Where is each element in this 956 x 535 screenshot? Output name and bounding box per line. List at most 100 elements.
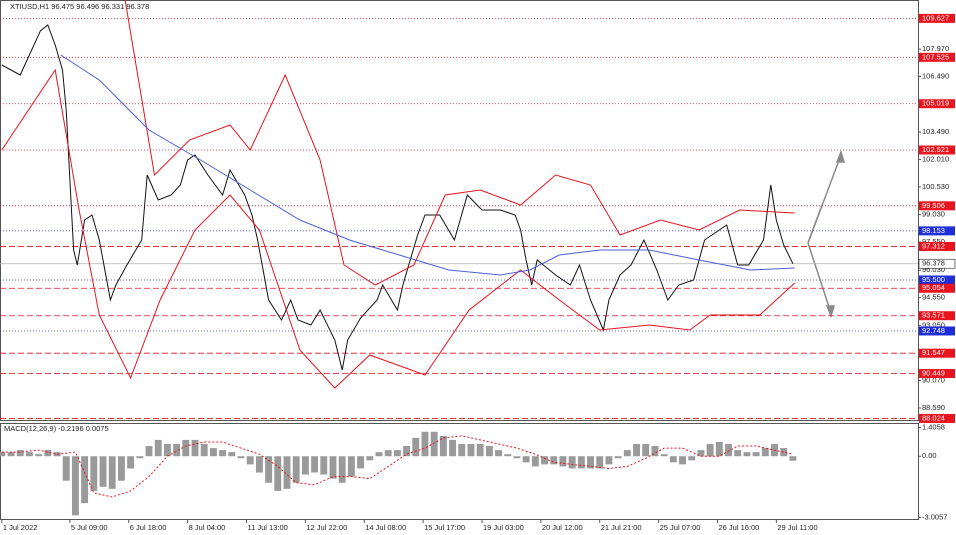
x-tick-label: 8 Jul 04:00 — [189, 523, 226, 532]
x-tick-label: 15 Jul 17:00 — [424, 523, 465, 532]
histogram-bar — [393, 450, 401, 457]
histogram-bar — [127, 456, 135, 469]
macd-title: MACD(12,26,9) -0.2196 0.0075 — [4, 424, 109, 433]
histogram-bar — [81, 456, 89, 504]
y-tick-label: 100.530 — [922, 182, 949, 191]
histogram-bar — [495, 450, 503, 457]
histogram-bar — [62, 456, 70, 481]
y-tick-label: 96.030 — [922, 265, 945, 274]
histogram-bar — [0, 452, 6, 457]
level-tag — [919, 311, 955, 321]
histogram-bar — [715, 441, 723, 457]
level-label: 95.054 — [922, 283, 945, 292]
forecast-arrows — [807, 149, 846, 319]
histogram-bar — [476, 443, 484, 457]
level-label: 91.547 — [922, 348, 945, 357]
histogram-bar — [421, 431, 429, 457]
y-tick-label: 88.590 — [922, 403, 945, 412]
histogram-bar — [780, 448, 788, 457]
x-tick-label: 11 Jul 13:00 — [248, 523, 288, 532]
level-label: 90.449 — [922, 369, 945, 378]
y-tick-label: 1.4058 — [922, 423, 945, 432]
arrow-head — [825, 305, 836, 319]
histogram-bar — [403, 446, 411, 457]
level-tag — [919, 348, 955, 358]
level-tag — [919, 99, 955, 109]
histogram-bar — [559, 456, 567, 467]
histogram-bar — [228, 452, 236, 457]
histogram-bar — [660, 454, 668, 457]
histogram-bar — [577, 456, 585, 469]
level-tag — [919, 201, 955, 211]
x-tick-label: 25 Jul 07:00 — [660, 523, 701, 532]
histogram-bar — [44, 450, 52, 457]
histogram-bar — [485, 446, 493, 457]
histogram-bar — [237, 456, 245, 459]
y-tick-label: 99.030 — [922, 210, 945, 219]
histogram-bar — [789, 456, 797, 461]
histogram-bar — [568, 456, 576, 469]
series-line — [60, 54, 795, 276]
histogram-bar — [706, 443, 714, 457]
histogram-bar — [283, 456, 291, 489]
level-label: 97.312 — [922, 241, 945, 250]
level-tag — [919, 275, 955, 285]
histogram-bar — [449, 439, 457, 457]
histogram-bar — [347, 456, 355, 477]
histogram-bar — [605, 456, 613, 465]
histogram-bar — [614, 456, 622, 459]
level-tag — [919, 145, 955, 155]
histogram-bar — [136, 456, 144, 459]
histogram-bar — [439, 435, 447, 457]
y-tick-label: 90.070 — [922, 376, 945, 385]
histogram-bar — [117, 456, 125, 481]
histogram-bar — [522, 456, 530, 463]
histogram-bar — [163, 443, 171, 457]
last-price-label: 96.378 — [922, 259, 945, 268]
x-tick-label: 20 Jul 12:00 — [542, 523, 583, 532]
x-tick-label: 5 Jul 09:00 — [71, 523, 108, 532]
histogram-bar — [541, 456, 548, 465]
series-line — [1, 68, 796, 389]
level-label: 88.024 — [922, 413, 945, 422]
histogram-bar — [531, 456, 539, 467]
histogram-bar — [642, 443, 650, 457]
histogram-bar — [274, 456, 282, 491]
last-price-tag — [918, 258, 956, 269]
histogram-bar — [357, 456, 365, 469]
histogram-bar — [679, 456, 686, 465]
series-line — [1, 24, 794, 371]
level-tag — [919, 326, 955, 336]
x-tick-label: 6 Jul 18:00 — [130, 523, 167, 532]
y-tick-label: 103.490 — [922, 127, 949, 136]
x-tick-label: 14 Jul 08:00 — [365, 523, 406, 532]
histogram-bar — [697, 450, 705, 457]
series-line — [1, 435, 794, 498]
histogram-bar — [191, 439, 199, 457]
histogram-bar — [246, 456, 254, 465]
histogram-bar — [35, 454, 43, 457]
histogram-bar — [200, 443, 208, 457]
arrow — [807, 204, 823, 244]
histogram-bar — [743, 452, 751, 457]
histogram-bar — [301, 456, 309, 475]
histogram-bar — [688, 456, 696, 461]
histogram-bar — [16, 450, 24, 457]
x-tick-label: 21 Jul 21:00 — [601, 523, 642, 532]
histogram-bar — [329, 456, 337, 479]
histogram-bar — [734, 450, 742, 457]
histogram-bar — [338, 456, 346, 483]
histogram-bar — [596, 456, 604, 469]
level-tag — [919, 52, 955, 62]
histogram-bar — [375, 452, 383, 457]
level-label: 105.019 — [922, 99, 949, 108]
histogram-bar — [209, 448, 217, 457]
histogram-bar — [467, 443, 475, 457]
histogram-bar — [53, 452, 61, 457]
series-line — [124, 0, 795, 286]
chart-title: XTIUSD,H1 96.475 96.496 96.331 96.378 — [10, 2, 149, 11]
histogram-bar — [752, 452, 760, 457]
histogram-bar — [669, 456, 677, 463]
level-tag — [919, 369, 955, 379]
